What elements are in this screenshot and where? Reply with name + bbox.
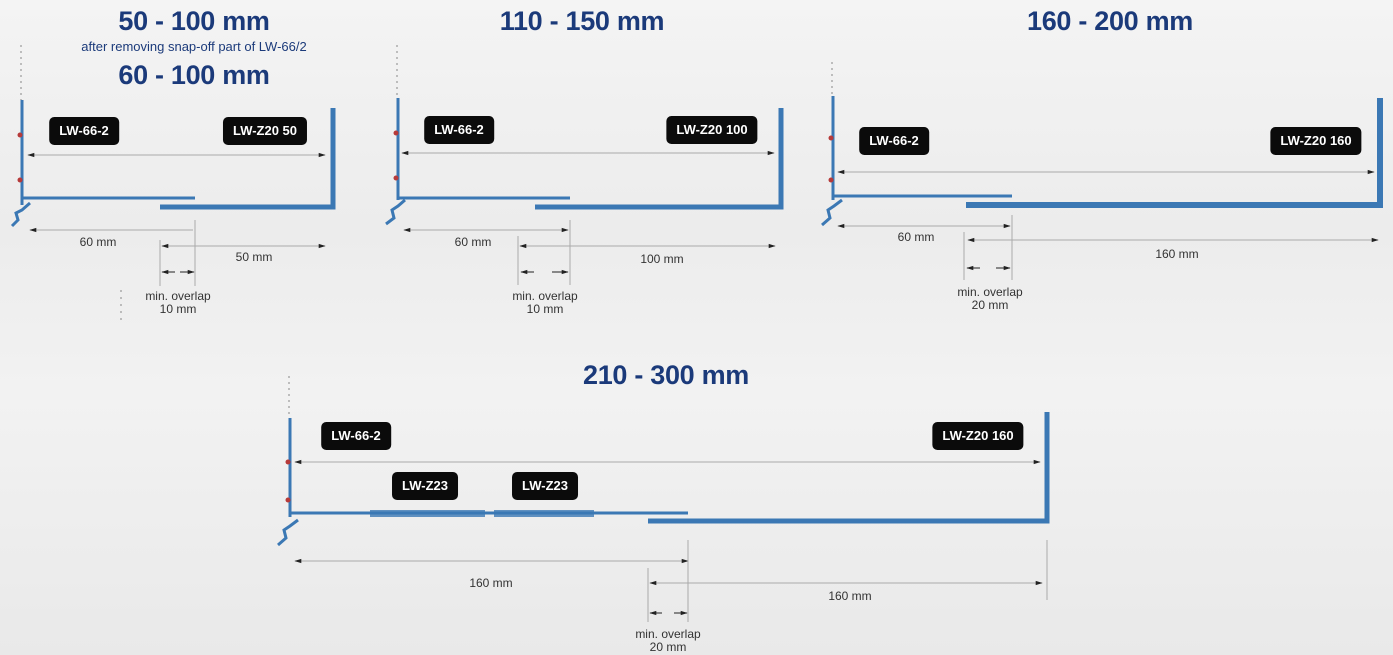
panel-2-drawing [385, 45, 784, 285]
extension-profile [160, 108, 336, 210]
panel-4-left-label: LW-66-2 [321, 422, 391, 450]
panel-4-dim-left: 160 mm [469, 576, 513, 590]
overlap-line-2: 20 mm [649, 640, 687, 654]
panel-3-right-label: LW-Z20 160 [1270, 127, 1362, 155]
panel-3-dim-right: 160 mm [1155, 247, 1199, 261]
panel-2-right-label: LW-Z20 100 [666, 116, 758, 144]
dowel-dot [828, 177, 834, 183]
overlap-line-2: 10 mm [526, 302, 564, 316]
panel-4-dim-right: 160 mm [828, 589, 872, 603]
dowel-dot [393, 130, 399, 136]
overlap-line-1: min. overlap [145, 289, 211, 303]
panel-2-dim-left: 60 mm [454, 235, 492, 249]
extension-profile [966, 98, 1383, 208]
panel-3-overlap-label: min. overlap 20 mm [957, 286, 1022, 312]
overlap-line-2: 20 mm [971, 298, 1009, 312]
panel-2-left-label: LW-66-2 [424, 116, 494, 144]
connector-lw-z23 [370, 510, 485, 517]
panel-1-right-label: LW-Z20 50 [222, 117, 308, 145]
extension-profile [648, 412, 1050, 524]
dowel-dot [285, 459, 291, 465]
panel-3-title: 160 - 200 mm [1026, 6, 1194, 36]
hook-profile [821, 198, 843, 227]
hook-profile [277, 518, 299, 547]
panel-1-left-label: LW-66-2 [49, 117, 119, 145]
panel-2-title: 110 - 150 mm [499, 6, 665, 36]
panel-3-drawing [821, 62, 1383, 280]
panel-4-overlap-label: min. overlap 20 mm [635, 628, 700, 654]
panel-1-dim-left: 60 mm [79, 235, 117, 249]
panel-1-overlap-label: min. overlap 10 mm [145, 290, 210, 316]
dowel-dot [17, 132, 23, 138]
panel-1-title-2: 60 - 100 mm [118, 60, 270, 90]
panel-4-connector-label-1: LW-Z23 [392, 472, 458, 500]
panel-2-dim-right: 100 mm [640, 252, 684, 266]
panel-2-overlap-label: min. overlap 10 mm [512, 290, 577, 316]
hook-profile [10, 201, 31, 228]
panel-4-drawing [277, 376, 1050, 622]
panel-1-subtitle: after removing snap-off part of LW-66/2 [81, 39, 307, 54]
overlap-line-1: min. overlap [635, 627, 701, 641]
panel-1-drawing [10, 45, 336, 323]
overlap-line-1: min. overlap [512, 289, 578, 303]
overlap-line-1: min. overlap [957, 285, 1023, 299]
panel-3-dim-left: 60 mm [897, 230, 935, 244]
panel-4-connector-label-2: LW-Z23 [512, 472, 578, 500]
panel-3-left-label: LW-66-2 [859, 127, 929, 155]
panel-4-title: 210 - 300 mm [582, 360, 750, 390]
extension-profile [535, 108, 784, 210]
dowel-dot [828, 135, 834, 141]
dowel-dot [17, 177, 23, 183]
panel-1-title: 50 - 100 mm [118, 6, 270, 36]
hook-profile [385, 198, 406, 226]
overlap-line-2: 10 mm [159, 302, 197, 316]
dowel-dot [393, 175, 399, 181]
panel-1-dim-right: 50 mm [235, 250, 273, 264]
panel-4-right-label: LW-Z20 160 [932, 422, 1024, 450]
connector-lw-z23 [494, 510, 594, 517]
dowel-dot [285, 497, 291, 503]
